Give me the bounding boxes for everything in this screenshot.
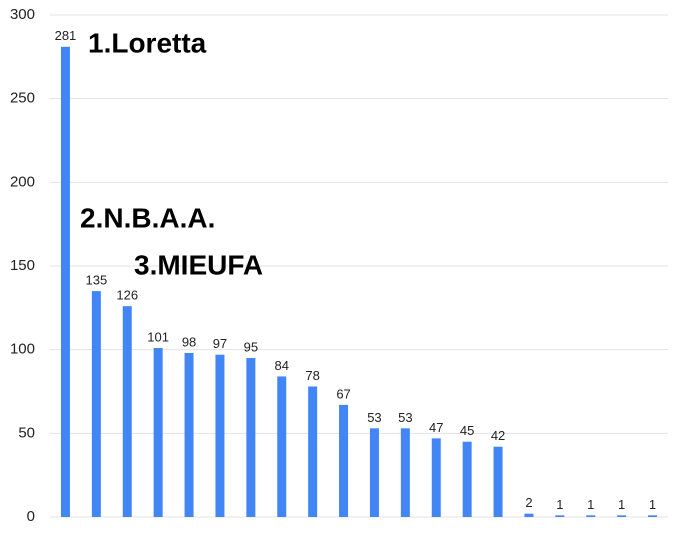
bar bbox=[308, 386, 318, 517]
value-label: 78 bbox=[305, 368, 319, 383]
bar bbox=[277, 376, 287, 517]
annotation: 3.MIEUFA bbox=[134, 249, 263, 280]
y-tick-label: 250 bbox=[10, 90, 35, 107]
value-label: 53 bbox=[367, 410, 381, 425]
value-label: 42 bbox=[491, 428, 505, 443]
bar bbox=[431, 438, 441, 517]
bar bbox=[586, 515, 596, 517]
bar bbox=[617, 515, 627, 517]
y-tick-label: 50 bbox=[18, 424, 35, 441]
value-label: 2 bbox=[525, 495, 532, 510]
annotation: 2.N.B.A.A. bbox=[80, 202, 215, 233]
bar bbox=[462, 441, 472, 517]
value-label: 281 bbox=[55, 28, 77, 43]
y-tick-label: 200 bbox=[10, 173, 35, 190]
value-label: 126 bbox=[116, 288, 138, 303]
y-tick-label: 150 bbox=[10, 257, 35, 274]
bar bbox=[184, 353, 194, 517]
annotation: 1.Loretta bbox=[88, 27, 207, 58]
bar bbox=[60, 46, 70, 517]
bar bbox=[555, 515, 565, 517]
value-label: 47 bbox=[429, 420, 443, 435]
y-tick-label: 0 bbox=[27, 508, 35, 525]
value-label: 95 bbox=[244, 339, 258, 354]
bar bbox=[339, 404, 349, 517]
bar bbox=[215, 354, 225, 517]
bar bbox=[91, 291, 101, 517]
bar bbox=[648, 515, 658, 517]
y-tick-label: 100 bbox=[10, 341, 35, 358]
y-tick-label: 300 bbox=[10, 6, 35, 23]
bar bbox=[493, 446, 503, 517]
value-label: 67 bbox=[336, 386, 350, 401]
value-label: 84 bbox=[275, 358, 289, 373]
value-label: 101 bbox=[147, 329, 169, 344]
value-label: 98 bbox=[182, 334, 196, 349]
bar bbox=[400, 428, 410, 517]
value-label: 1 bbox=[649, 497, 656, 512]
value-label: 1 bbox=[556, 497, 563, 512]
value-label: 45 bbox=[460, 423, 474, 438]
bar bbox=[369, 428, 379, 517]
value-label: 53 bbox=[398, 410, 412, 425]
value-label: 135 bbox=[85, 273, 107, 288]
bar bbox=[153, 347, 163, 517]
value-label: 1 bbox=[618, 497, 625, 512]
value-label: 97 bbox=[213, 336, 227, 351]
bar bbox=[122, 306, 132, 517]
value-label: 1 bbox=[587, 497, 594, 512]
bar bbox=[246, 358, 256, 517]
bar bbox=[524, 513, 534, 517]
